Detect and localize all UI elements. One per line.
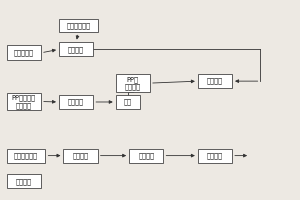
FancyBboxPatch shape — [59, 95, 93, 109]
Text: PP、
其它助劑: PP、 其它助劑 — [125, 76, 141, 90]
FancyBboxPatch shape — [59, 19, 98, 32]
FancyBboxPatch shape — [7, 93, 41, 110]
Text: 冷卻切粒: 冷卻切粒 — [138, 152, 154, 159]
Text: 檢驗出廠: 檢驗出廠 — [16, 178, 32, 185]
Text: 高速混合: 高速混合 — [68, 46, 84, 53]
Text: 稱量計量系統: 稱量計量系統 — [14, 152, 38, 159]
FancyBboxPatch shape — [7, 174, 41, 188]
Text: 納米滑石粉: 納米滑石粉 — [14, 50, 34, 56]
FancyBboxPatch shape — [116, 95, 140, 109]
FancyBboxPatch shape — [7, 45, 41, 60]
Text: 包裝入庫: 包裝入庫 — [207, 152, 223, 159]
FancyBboxPatch shape — [59, 42, 93, 56]
FancyBboxPatch shape — [198, 149, 232, 163]
Text: 熔融接枝: 熔融接枝 — [68, 99, 84, 105]
Text: PP、引發劑
接枝單體: PP、引發劑 接枝單體 — [12, 94, 36, 109]
Text: 高速混合: 高速混合 — [207, 78, 223, 84]
Text: 造粒: 造粒 — [124, 99, 132, 105]
FancyBboxPatch shape — [63, 149, 98, 163]
FancyBboxPatch shape — [7, 149, 46, 163]
FancyBboxPatch shape — [116, 74, 150, 92]
Text: 熔融擠出: 熔融擠出 — [73, 152, 88, 159]
FancyBboxPatch shape — [198, 74, 232, 88]
Text: 偶聯劑、白油: 偶聯劑、白油 — [66, 22, 90, 29]
FancyBboxPatch shape — [129, 149, 164, 163]
